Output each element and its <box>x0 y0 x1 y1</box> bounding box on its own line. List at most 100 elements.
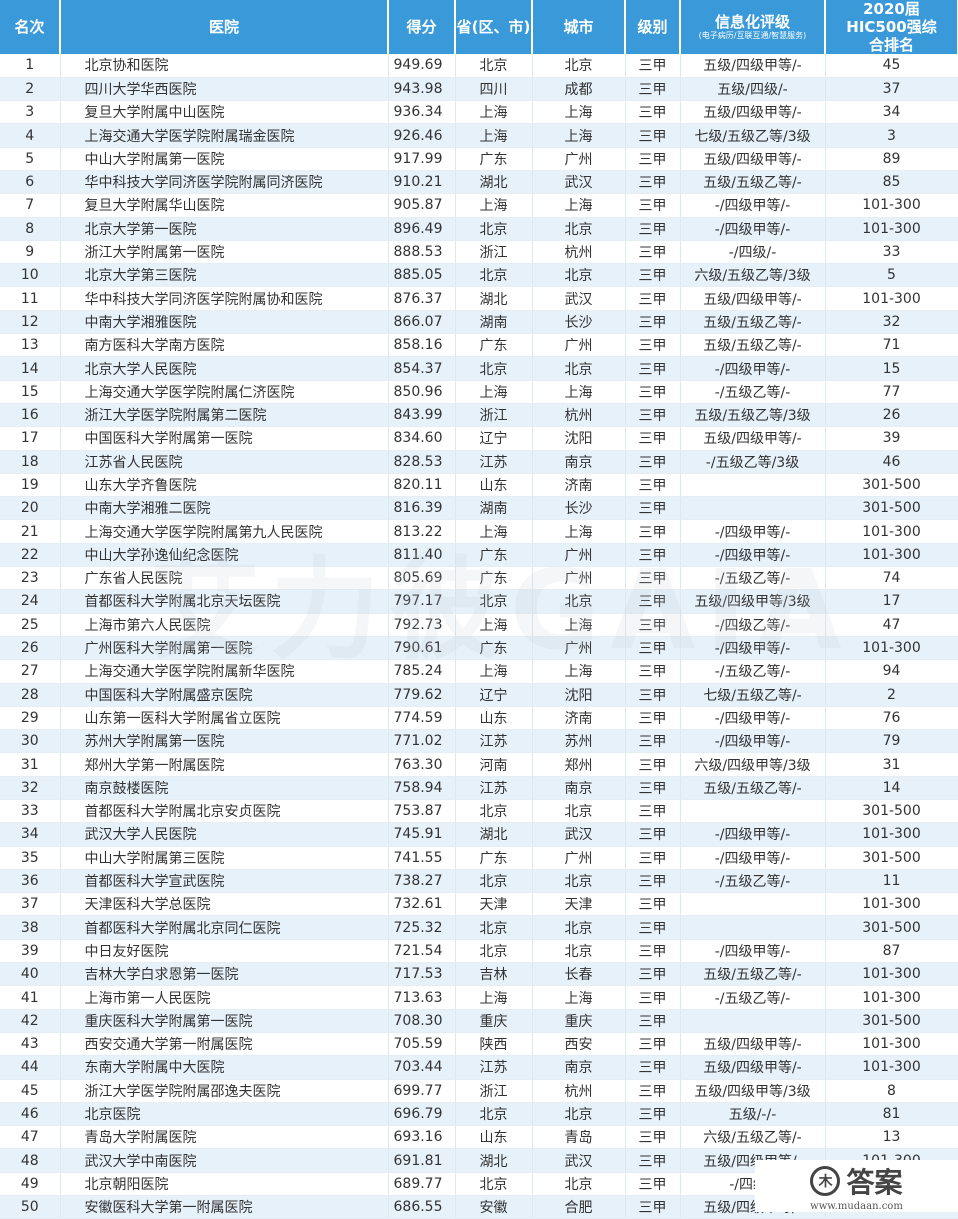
header-it-rating: 信息化评级 (电子病历/互联互通/智慧服务) <box>680 0 826 54</box>
cell-prov: 北京 <box>455 263 533 288</box>
cell-hic: 11 <box>825 869 958 894</box>
table-row: 21 上海交通大学医学院附属第九人民医院 813.22 上海 上海 三甲 -/四级甲等/- 1… <box>0 519 958 544</box>
cell-score: 828.53 <box>388 450 456 474</box>
table-row: 36 首都医科大学宣武医院 738.27 北京 北京 三甲 -/五级乙等/- 11 <box>0 869 958 894</box>
cell-rank: 15 <box>0 380 61 404</box>
cell-rank: 7 <box>0 193 61 218</box>
cell-city: 南京 <box>532 1055 626 1080</box>
cell-rank: 36 <box>0 869 61 894</box>
cell-rank: 49 <box>0 1172 61 1197</box>
cell-hic: 301-500 <box>825 799 958 824</box>
cell-hosp: 江苏省人民医院 <box>60 450 389 474</box>
cell-prov: 江苏 <box>455 450 533 474</box>
table-row: 16 浙江大学医学院附属第二医院 843.99 浙江 杭州 三甲 五级/五级乙等/3级 26 <box>0 403 958 428</box>
table-row: 17 中国医科大学附属第一医院 834.60 辽宁 沈阳 三甲 五级/四级甲等/- 39 <box>0 426 958 451</box>
cell-city: 北京 <box>532 217 626 241</box>
cell-prov: 山东 <box>455 1125 533 1150</box>
cell-score: 705.59 <box>388 1032 456 1057</box>
cell-rating: 七级/五级乙等/3级 <box>680 123 826 148</box>
cell-city: 广州 <box>532 543 626 568</box>
cell-rank: 3 <box>0 100 61 125</box>
table-row: 9 浙江大学附属第一医院 888.53 浙江 杭州 三甲 -/四级/- 33 <box>0 240 958 265</box>
table-row: 2 四川大学华西医院 943.98 四川 成都 三甲 五级/四级/- 37 <box>0 77 958 102</box>
cell-rank: 39 <box>0 939 61 964</box>
cell-hosp: 上海市第六人民医院 <box>60 613 389 637</box>
cell-hic: 101-300 <box>825 193 958 218</box>
cell-prov: 重庆 <box>455 1009 533 1033</box>
cell-score: 689.77 <box>388 1172 456 1197</box>
cell-rank: 27 <box>0 659 61 684</box>
cell-prov: 上海 <box>455 985 533 1010</box>
cell-score: 774.59 <box>388 706 456 731</box>
cell-level: 三甲 <box>625 752 681 777</box>
cell-prov: 北京 <box>455 589 533 614</box>
cell-prov: 江苏 <box>455 729 533 754</box>
cell-city: 北京 <box>532 869 626 894</box>
cell-hic: 39 <box>825 426 958 451</box>
cell-rank: 13 <box>0 333 61 358</box>
cell-rank: 40 <box>0 962 61 987</box>
cell-score: 741.55 <box>388 846 456 870</box>
cell-hic: 5 <box>825 263 958 288</box>
site-watermark: 木答案 www.mudaan.com <box>755 1160 958 1212</box>
cell-score: 926.46 <box>388 123 456 148</box>
table-row: 38 首都医科大学附属北京同仁医院 725.32 北京 北京 三甲 301-500 <box>0 915 958 940</box>
table-row: 41 上海市第一人民医院 713.63 上海 上海 三甲 -/五级乙等/- 101-300 <box>0 985 958 1010</box>
cell-prov: 吉林 <box>455 962 533 987</box>
cell-level: 三甲 <box>625 356 681 381</box>
cell-city: 上海 <box>532 519 626 544</box>
cell-hosp: 复旦大学附属中山医院 <box>60 100 389 125</box>
cell-rank: 23 <box>0 566 61 591</box>
cell-score: 866.07 <box>388 310 456 335</box>
cell-city: 广州 <box>532 333 626 358</box>
cell-hosp: 东南大学附属中大医院 <box>60 1055 389 1080</box>
cell-level: 三甲 <box>625 799 681 824</box>
cell-hosp: 苏州大学附属第一医院 <box>60 729 389 754</box>
cell-hosp: 山东第一医科大学附属省立医院 <box>60 706 389 731</box>
cell-hosp: 北京协和医院 <box>60 54 389 78</box>
cell-rank: 9 <box>0 240 61 265</box>
header-level: 级别 <box>625 0 681 54</box>
cell-city: 成都 <box>532 77 626 102</box>
cell-level: 三甲 <box>625 1172 681 1197</box>
cell-rank: 48 <box>0 1148 61 1173</box>
table-row: 43 西安交通大学第一附属医院 705.59 陕西 西安 三甲 五级/四级甲等/- 101-3… <box>0 1032 958 1057</box>
cell-hic: 101-300 <box>825 217 958 241</box>
cell-prov: 上海 <box>455 193 533 218</box>
table-row: 35 中山大学附属第三医院 741.55 广东 广州 三甲 -/四级甲等/- 301-500 <box>0 846 958 870</box>
cell-city: 重庆 <box>532 1009 626 1033</box>
cell-city: 北京 <box>532 799 626 824</box>
cell-hosp: 广州医科大学附属第一医院 <box>60 636 389 661</box>
cell-hic: 301-500 <box>825 846 958 870</box>
table-row: 34 武汉大学人民医院 745.91 湖北 武汉 三甲 -/四级甲等/- 101-300 <box>0 822 958 847</box>
cell-level: 三甲 <box>625 1032 681 1057</box>
cell-hic: 74 <box>825 566 958 591</box>
cell-city: 北京 <box>532 54 626 78</box>
cell-prov: 广东 <box>455 846 533 870</box>
cell-hic: 301-500 <box>825 1009 958 1033</box>
cell-rank: 34 <box>0 822 61 847</box>
cell-rating: 五级/五级乙等/- <box>680 776 826 801</box>
header-rank: 名次 <box>0 0 61 54</box>
cell-score: 693.16 <box>388 1125 456 1150</box>
cell-level: 三甲 <box>625 333 681 358</box>
cell-score: 885.05 <box>388 263 456 288</box>
cell-score: 850.96 <box>388 380 456 404</box>
cell-hosp: 上海交通大学医学院附属瑞金医院 <box>60 123 389 148</box>
cell-score: 854.37 <box>388 356 456 381</box>
cell-level: 三甲 <box>625 193 681 218</box>
cell-hic: 3 <box>825 123 958 148</box>
table-row: 18 江苏省人民医院 828.53 江苏 南京 三甲 -/五级乙等/3级 46 <box>0 450 958 474</box>
cell-level: 三甲 <box>625 613 681 637</box>
cell-rating: 五级/五级乙等/- <box>680 962 826 987</box>
cell-score: 843.99 <box>388 403 456 428</box>
cell-rank: 47 <box>0 1125 61 1150</box>
cell-score: 725.32 <box>388 915 456 940</box>
cell-rank: 22 <box>0 543 61 568</box>
cell-score: 753.87 <box>388 799 456 824</box>
cell-hic: 17 <box>825 589 958 614</box>
cell-score: 949.69 <box>388 54 456 78</box>
table-row: 5 中山大学附属第一医院 917.99 广东 广州 三甲 五级/四级甲等/- 89 <box>0 147 958 171</box>
cell-rank: 43 <box>0 1032 61 1057</box>
cell-score: 858.16 <box>388 333 456 358</box>
